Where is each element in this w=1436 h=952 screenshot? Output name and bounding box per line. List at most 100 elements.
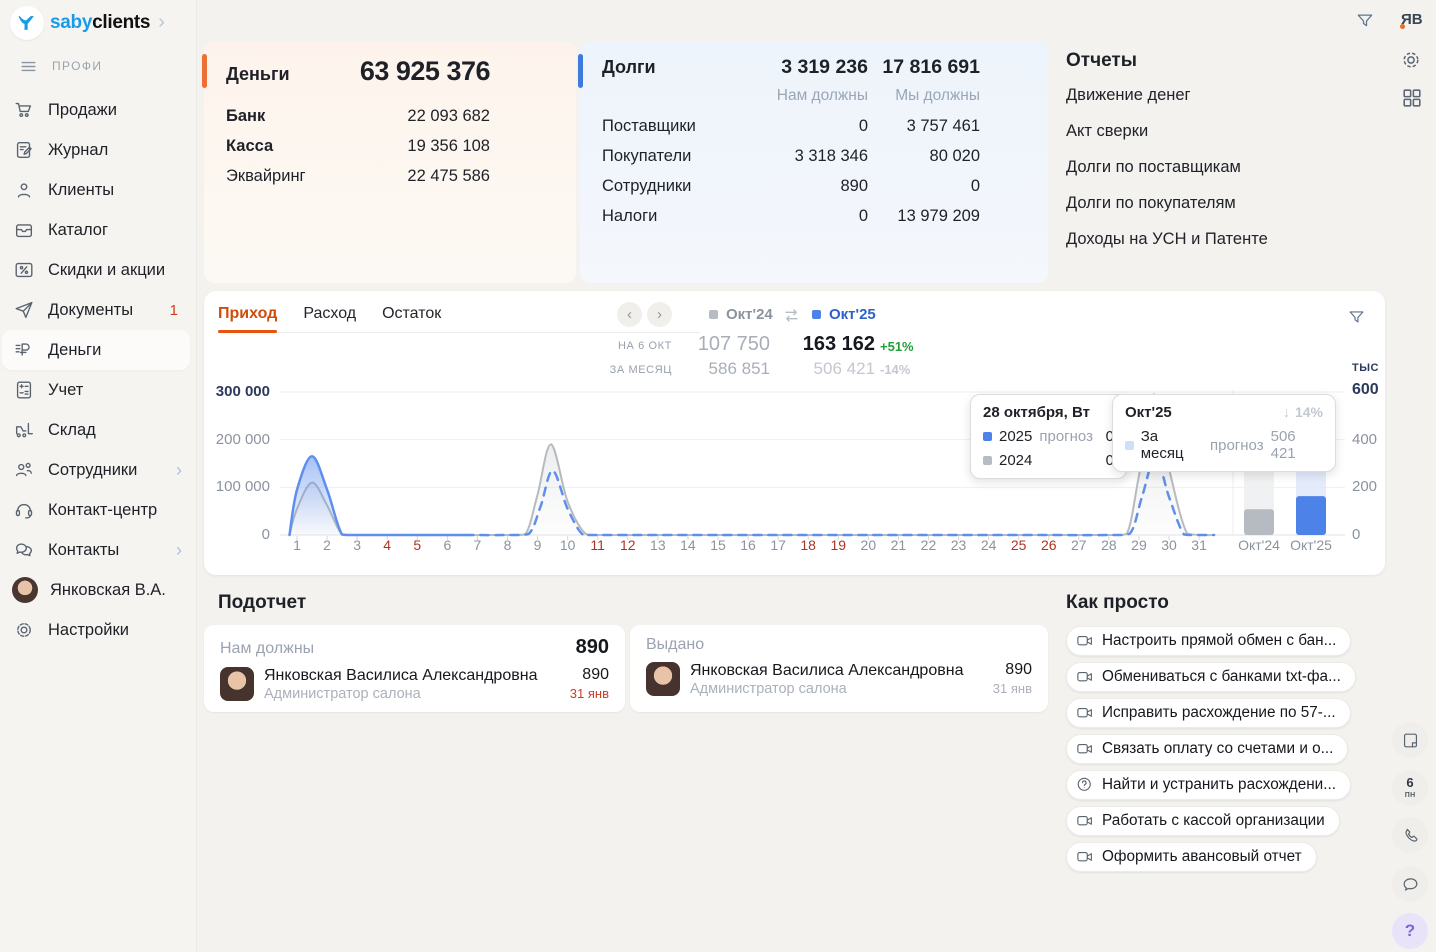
stat-label-month: ЗА МЕСЯЦ [609,364,672,376]
sidebar-item-journal[interactable]: Журнал [0,130,196,170]
col-we-owe: Мы должны [895,87,980,104]
documents-icon [12,298,36,322]
gear-icon[interactable] [1399,48,1423,72]
how-to-item[interactable]: Связать оплату со счетами и о... [1066,734,1349,764]
debts-rows: Поставщики 0 3 757 461 Покупатели 3 318 346 8… [602,117,1028,237]
journal-icon [12,138,36,162]
money-row-label[interactable]: Банк [226,106,266,125]
debt-row-label[interactable]: Налоги [602,207,658,225]
svg-text:6: 6 [443,537,451,553]
legend-okt25[interactable]: Окт'25 [812,306,876,323]
svg-text:12: 12 [620,537,636,553]
sidebar-item-label: Склад [48,420,96,439]
svg-text:4: 4 [383,537,391,553]
employee-row[interactable]: Янковская Василиса Александровна Админист… [646,660,1032,698]
chat-button[interactable] [1392,866,1428,902]
discount-icon [12,258,36,282]
svg-text:20: 20 [861,537,877,553]
how-to-item[interactable]: Работать с кассой организации [1066,806,1340,836]
sidebar-item-catalog[interactable]: Каталог [0,210,196,250]
debt-owed-to-us: 0 [858,207,868,225]
next-period-button[interactable]: › [647,302,672,327]
how-to-item[interactable]: Обмениваться с банками txt-фа... [1066,662,1356,692]
card-type-label: Выдано [646,636,705,653]
tooltip-month-row-label: За месяц [1140,428,1184,462]
money-row-label[interactable]: Эквайринг [226,166,306,185]
sidebar-item-documents[interactable]: Документы 1 [0,290,196,330]
employee-row[interactable]: Янковская Василиса Александровна Админист… [220,665,609,703]
calendar-button[interactable]: 6 пн [1392,770,1428,806]
workspace-switcher[interactable]: ПРОФИ [0,44,196,86]
money-summary-card[interactable]: Деньги 63 925 376 Банк 22 093 682 Касса 19 … [202,42,576,283]
sidebar-item-accounting[interactable]: Учет [0,370,196,410]
tab-остаток[interactable]: Остаток [382,305,442,322]
prev-period-button[interactable]: ‹ [617,302,642,327]
sidebar-item-employees[interactable]: Сотрудники › [0,450,196,490]
svg-text:1: 1 [293,537,301,553]
help-button[interactable]: ? [1392,913,1428,949]
stat-prev-on-date: 107 750 [697,333,770,355]
report-link[interactable]: Долги по поставщикам [1066,158,1241,176]
tab-приход[interactable]: Приход [218,305,278,333]
chart-filter-icon[interactable] [1347,308,1366,327]
tab-расход[interactable]: Расход [303,305,357,322]
how-to-item[interactable]: Исправить расхождение по 57-... [1066,698,1351,728]
money-row-value: 19 356 108 [407,136,490,155]
podotchet-card-owed[interactable]: Нам должны 890 Янковская Василиса Александ… [204,625,625,712]
how-to-item[interactable]: Настроить прямой обмен с бан... [1066,626,1352,656]
podotchet-card-issued[interactable]: Выдано Янковская Василиса Александровна Ад… [630,625,1048,712]
video-icon [1076,704,1094,722]
sidebar-item-profile[interactable]: Янковская В.А. [0,570,196,610]
status-dot [1400,24,1405,29]
debts-summary-card[interactable]: Долги 3 319 236 17 816 691 Нам должны Мы… [578,42,1048,283]
down-arrow-icon: ↓ [1282,404,1290,420]
debt-row-label[interactable]: Сотрудники [602,177,692,195]
debt-we-owe: 13 979 209 [897,207,980,225]
employees-icon [12,458,36,482]
sidebar-item-sales[interactable]: Продажи [0,90,196,130]
user-avatar [12,577,38,603]
user-avatar-initials[interactable]: ЯВ [1400,11,1423,29]
svg-text:25: 25 [1011,537,1027,553]
report-link[interactable]: Долги по покупателям [1066,194,1236,212]
debt-row-label[interactable]: Покупатели [602,147,692,165]
debts-total-we-owe: 17 816 691 [882,56,980,78]
svg-text:7: 7 [474,537,482,553]
video-icon [1076,812,1094,830]
app-logo[interactable]: sabyclients › [0,0,196,44]
employee-amount: 890 [1005,661,1032,678]
sidebar-item-discounts[interactable]: Скидки и акции [0,250,196,290]
legend-swatch [709,310,718,319]
filter-icon[interactable] [1355,11,1375,31]
report-link[interactable]: Движение денег [1066,86,1191,104]
grid-icon[interactable] [1401,87,1423,109]
sidebar-item-clients[interactable]: Клиенты [0,170,196,210]
stat-prev-month: 586 851 [708,359,770,378]
sidebar-item-settings[interactable]: Настройки [0,610,196,650]
y-axis-label: 0 [261,526,270,543]
tooltip-day: 28 октября, Вт 2025 прогноз 0 2024 0 [970,394,1127,479]
svg-text:24: 24 [981,537,997,553]
debt-row-label[interactable]: Поставщики [602,117,696,135]
legend-okt24[interactable]: Окт'24 [709,306,773,323]
swap-icon[interactable] [782,306,801,325]
stat-cur-month: 506 421 [813,359,875,378]
sidebar-item-warehouse[interactable]: Склад [0,410,196,450]
report-link[interactable]: Акт сверки [1066,122,1149,140]
tooltip-month-value: 506 421 [1270,428,1296,462]
report-link[interactable]: Доходы на УСН и Патенте [1066,230,1268,248]
sidebar-item-contact-center[interactable]: Контакт-центр [0,490,196,530]
chevron-right-icon: › [176,459,182,480]
contacts-icon [12,538,36,562]
orange-accent-bar [202,54,207,88]
svg-text:29: 29 [1131,537,1147,553]
menu-icon [16,54,40,78]
money-row-label[interactable]: Касса [226,136,274,155]
sidebar-item-contacts[interactable]: Контакты › [0,530,196,570]
how-to-item[interactable]: Оформить авансовый отчет [1066,842,1317,872]
sidebar-item-money[interactable]: Деньги [2,330,190,370]
notes-button[interactable] [1392,722,1428,758]
how-to-item[interactable]: Найти и устранить расхождени... [1066,770,1351,800]
tooltip-swatch [983,432,992,441]
phone-button[interactable] [1392,817,1428,853]
